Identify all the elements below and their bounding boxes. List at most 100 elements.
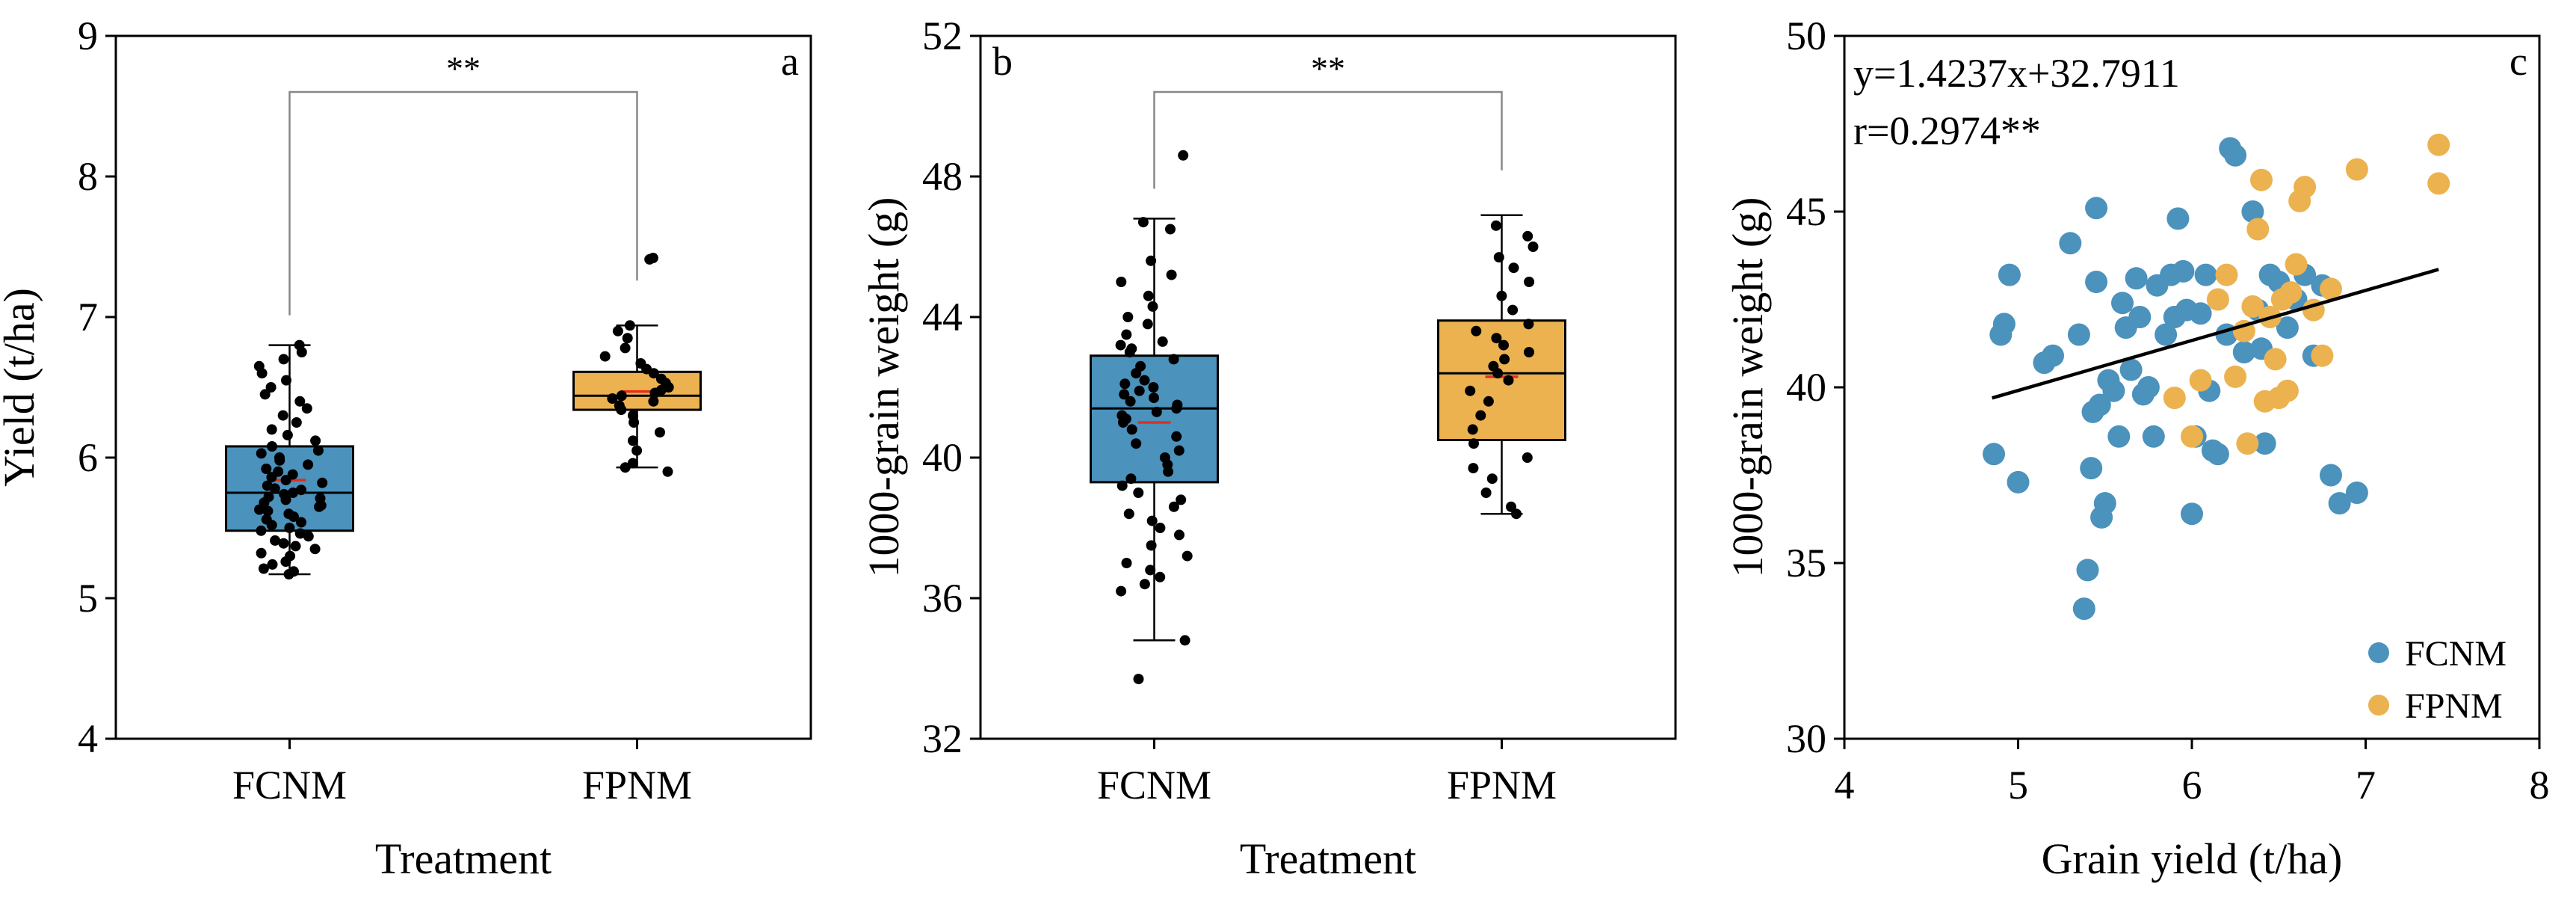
- x-axis-label: Treatment: [375, 834, 552, 883]
- data-point: [1155, 571, 1166, 582]
- data-point: [1168, 354, 1179, 365]
- data-point: [1123, 508, 1134, 520]
- x-tick-label: FCNM: [232, 763, 347, 808]
- data-point: [1131, 438, 1142, 449]
- scatter-point: [2320, 277, 2342, 301]
- data-point: [1465, 385, 1476, 396]
- panel-a: 4 5 6 7 8 9 Yield (t/ha) Treatment a FCNM FPNM **: [0, 13, 812, 883]
- data-point: [1137, 217, 1149, 228]
- data-point: [655, 373, 667, 384]
- scatter-point: [2311, 344, 2334, 367]
- legend-label: FPNM: [2405, 686, 2503, 726]
- data-point: [1493, 252, 1504, 263]
- data-point: [1523, 319, 1534, 330]
- y-tick-label: 44: [922, 295, 963, 339]
- data-point: [1125, 396, 1136, 407]
- data-point: [1524, 277, 1535, 287]
- plot-frame: [979, 34, 1677, 740]
- scatter-point: [2166, 207, 2190, 230]
- iqr-box: [1437, 319, 1566, 442]
- y-tick-label: 32: [922, 716, 963, 761]
- x-axis-label: Treatment: [1240, 834, 1416, 883]
- iqr-box: [572, 370, 702, 411]
- scatter-point: [2059, 232, 2082, 255]
- scatter-point: [2215, 263, 2238, 286]
- data-point: [1149, 393, 1159, 404]
- data-point: [655, 427, 665, 438]
- data-point: [1146, 255, 1157, 266]
- data-point: [1165, 224, 1176, 235]
- data-point: [1178, 150, 1189, 161]
- data-point: [1126, 343, 1137, 354]
- data-point: [301, 403, 312, 414]
- data-point: [1172, 399, 1183, 410]
- data-point: [1134, 385, 1145, 396]
- data-point: [262, 505, 274, 517]
- data-point: [288, 488, 298, 498]
- y-axis-label: 1000-grain weight (g): [859, 197, 908, 578]
- data-point: [1173, 445, 1184, 456]
- x-tick-label: FCNM: [1097, 763, 1211, 808]
- scatter-point: [2181, 425, 2203, 448]
- data-point: [278, 538, 289, 549]
- data-point: [274, 452, 285, 463]
- data-point: [266, 424, 277, 435]
- data-point: [296, 485, 306, 496]
- data-point: [1166, 269, 1177, 280]
- data-point: [258, 563, 269, 574]
- scatter-point: [2080, 457, 2103, 480]
- data-point: [1116, 585, 1127, 597]
- scatter-point: [2224, 144, 2247, 167]
- data-point: [1491, 333, 1502, 344]
- data-point: [263, 491, 274, 502]
- regression-equation: y=1.4237x+32.7911: [1853, 51, 2180, 96]
- data-point: [303, 459, 314, 470]
- data-point: [1133, 488, 1144, 498]
- panel-letter: c: [2509, 39, 2527, 84]
- scatter-point: [2279, 281, 2302, 304]
- data-point: [1498, 339, 1509, 351]
- data-point: [285, 550, 296, 562]
- data-point: [1524, 347, 1534, 357]
- scatter-point: [2163, 387, 2186, 410]
- data-point: [1468, 438, 1479, 449]
- panel-b: 32 36 40 44 48 52 1000-grain weight (g) Treatme…: [859, 13, 1677, 883]
- data-point: [1159, 452, 1170, 463]
- data-point: [1121, 329, 1132, 340]
- data-point: [1121, 558, 1132, 568]
- data-point: [277, 410, 288, 421]
- data-point: [1145, 565, 1156, 576]
- data-point: [265, 382, 277, 393]
- data-point: [291, 417, 302, 428]
- data-point: [256, 525, 267, 536]
- data-point: [273, 466, 284, 477]
- data-point: [1475, 410, 1486, 421]
- data-point: [312, 445, 324, 456]
- y-axis-label: Yield (t/ha): [0, 288, 43, 487]
- data-point: [1122, 312, 1134, 322]
- data-point: [1146, 540, 1157, 551]
- data-point: [620, 462, 631, 473]
- scatter-point: [2119, 358, 2143, 381]
- y-tick-label: 40: [1786, 365, 1826, 410]
- data-point: [1182, 550, 1193, 562]
- data-point: [1126, 424, 1137, 435]
- data-point: [648, 396, 659, 407]
- data-point: [1503, 375, 1514, 386]
- legend-marker-fcnm: [2368, 642, 2389, 663]
- data-point: [1142, 319, 1153, 330]
- data-point: [290, 541, 301, 552]
- panel-letter: b: [992, 39, 1013, 84]
- scatter-point: [2111, 292, 2134, 315]
- scatter-point: [2285, 253, 2308, 276]
- series-fcnm: [1983, 137, 2368, 621]
- x-tick-label: 4: [1835, 763, 1855, 808]
- data-point: [631, 445, 643, 456]
- data-point: [620, 342, 631, 354]
- panel-letter: a: [781, 39, 799, 84]
- data-point: [1471, 325, 1482, 336]
- data-point: [262, 480, 273, 491]
- scatter-point: [2137, 376, 2160, 399]
- data-point: [612, 325, 623, 336]
- scatter-point: [2093, 492, 2116, 515]
